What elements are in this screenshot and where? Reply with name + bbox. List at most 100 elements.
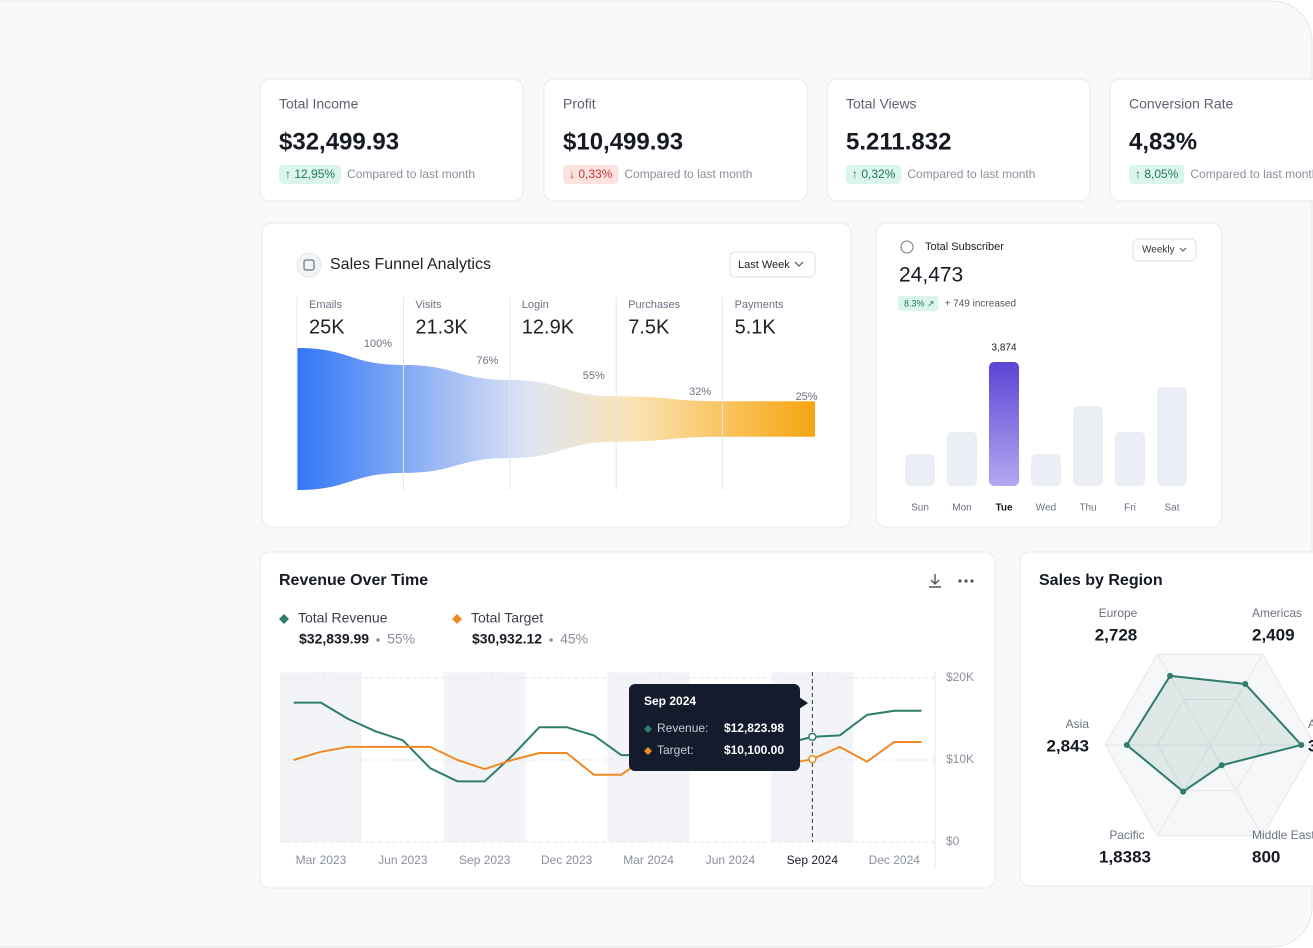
kpi-change: ↓ 0,33%: [569, 167, 613, 181]
legend-dot: [376, 638, 380, 642]
subscriber-filter-label[interactable]: Weekly: [1142, 245, 1175, 256]
legend-marker: [279, 614, 289, 624]
funnel-stage-name: Payments: [735, 299, 784, 311]
kpi-value: $10,499.93: [563, 128, 683, 155]
bar: [905, 453, 935, 486]
bar: [1157, 387, 1187, 486]
radar-point: [1180, 788, 1187, 795]
legend-marker: [452, 614, 462, 624]
region-name: Africa: [1308, 717, 1313, 731]
x-tick-label: Sep 2023: [459, 853, 511, 867]
tooltip-row-name: Revenue:: [657, 721, 708, 735]
x-tick-label: Dec 2023: [541, 853, 593, 867]
x-tick-label: Mar 2023: [296, 853, 347, 867]
funnel-share-label: 32%: [689, 386, 711, 398]
funnel-stage-name: Visits: [415, 299, 442, 311]
kpi-badge: [1129, 165, 1185, 184]
bar: [1073, 405, 1103, 486]
radar-spoke: [1209, 653, 1263, 746]
funnel-shape: [297, 348, 815, 490]
region-name: Middle East: [1252, 828, 1313, 842]
radar-spoke: [1209, 744, 1263, 837]
funnel-stage-name: Emails: [309, 299, 343, 311]
region-value: 800: [1252, 847, 1280, 866]
line-series: [293, 739, 922, 776]
y-tick-label: $20K: [946, 670, 974, 684]
tooltip-row-name: Target:: [657, 743, 694, 757]
region-value: 2,843: [1046, 736, 1089, 755]
funnel-stage-value: 21.3K: [415, 316, 468, 338]
kpi-note: Compared to last month: [1190, 167, 1313, 181]
download-icon[interactable]: [929, 574, 941, 588]
hover-point: [808, 754, 817, 764]
subscriber-total: 24,473: [899, 264, 963, 287]
x-tick-label: Jun 2024: [706, 853, 756, 867]
funnel-filter-label[interactable]: Last Week: [738, 259, 790, 271]
funnel-stage-value: 7.5K: [628, 316, 670, 338]
region-value: 3,120: [1308, 736, 1313, 755]
x-tick-label: Wed: [1036, 503, 1056, 514]
subscriber-change: 8.3% ↗: [904, 298, 935, 308]
funnel-stage-name: Purchases: [628, 299, 680, 311]
subscriber-filter[interactable]: [1132, 238, 1197, 262]
x-tick-label: Fri: [1124, 503, 1136, 514]
kpi-value: 5.211.832: [846, 128, 951, 155]
kpi-badge: [279, 165, 342, 184]
y-tick-label: $0: [946, 834, 960, 848]
kpi-title: Total Views: [846, 96, 917, 112]
funnel-title: Sales Funnel Analytics: [330, 256, 491, 273]
legend-total: $32,839.99: [299, 631, 369, 647]
funnel-stage-value: 25K: [309, 316, 345, 338]
kpi-value: $32,499.93: [279, 128, 399, 155]
region-name: Pacific: [1109, 828, 1144, 842]
kpi-note: Compared to last month: [907, 167, 1035, 181]
kpi-note: Compared to last month: [624, 167, 752, 181]
funnel-share-label: 100%: [364, 338, 392, 350]
x-tick-label: Mon: [952, 503, 971, 514]
x-tick-label: Sat: [1164, 503, 1179, 514]
kpi-title: Total Income: [279, 96, 359, 112]
region-title: Sales by Region: [1039, 572, 1163, 589]
chevron: [1179, 247, 1187, 252]
bar: [1115, 431, 1145, 486]
subscriber-icon: [900, 240, 914, 254]
radar-point: [1298, 742, 1305, 748]
chevron: [794, 261, 804, 267]
region-value: 2,728: [1095, 625, 1138, 644]
legend-share: 55%: [387, 631, 415, 647]
radar-point: [1167, 672, 1174, 679]
quarter-band: [443, 672, 526, 842]
x-tick-label: Dec 2024: [869, 853, 921, 867]
kpi-badge: [846, 165, 902, 184]
x-tick-label: Mar 2024: [623, 853, 674, 867]
subscriber-change-note: + 749 increased: [945, 299, 1016, 310]
funnel-stage-name: Login: [522, 299, 549, 311]
x-tick-label: Sep 2024: [787, 853, 839, 867]
subscriber-title: Total Subscriber: [925, 241, 1004, 253]
region-value: 1,8383: [1099, 847, 1151, 866]
hover-point: [808, 732, 817, 742]
y-tick-label: $10K: [946, 752, 974, 766]
region-value: 2,409: [1252, 625, 1295, 644]
legend-total: $30,932.12: [472, 631, 542, 647]
data-label: 3,874: [991, 343, 1016, 354]
funnel-stage-value: 12.9K: [522, 316, 575, 338]
subscriber-badge: [898, 296, 939, 311]
line-series: [293, 701, 922, 783]
legend-dot: [549, 638, 553, 642]
revenue-title: Revenue Over Time: [279, 572, 428, 589]
funnel-filter[interactable]: [729, 251, 816, 278]
more-icon[interactable]: [958, 579, 974, 583]
tooltip-marker: [644, 747, 652, 755]
region-name: Asia: [1066, 717, 1090, 731]
tooltip-title: Sep 2024: [644, 694, 696, 708]
legend-share: 45%: [560, 631, 588, 647]
funnel-share-label: 25%: [796, 391, 818, 403]
tooltip: [629, 684, 800, 771]
tooltip-marker: [644, 725, 652, 733]
radar-point: [1123, 742, 1130, 748]
radar-point: [1242, 680, 1249, 687]
funnel-icon: [296, 252, 322, 278]
region-name: Europe: [1099, 606, 1138, 620]
